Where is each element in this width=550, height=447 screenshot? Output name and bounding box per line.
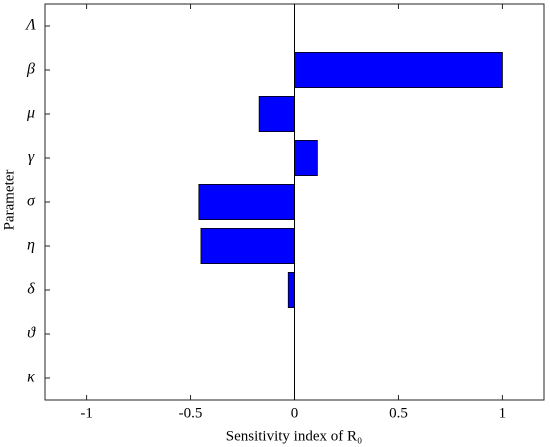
bar <box>198 183 295 220</box>
y-axis-label: Parameter <box>1 170 17 231</box>
y-tick-label: κ <box>27 369 35 386</box>
bar <box>258 96 295 133</box>
y-tick-label: σ <box>27 193 36 210</box>
x-tick-label: -0.5 <box>179 405 203 421</box>
bar <box>294 52 503 89</box>
x-tick-label: -1 <box>80 405 93 421</box>
x-axis-label: Sensitivity index of R₀ <box>226 428 362 444</box>
y-tick-label: η <box>27 237 35 254</box>
x-tick-label: 1 <box>499 405 507 421</box>
y-tick-label: Λ <box>24 17 36 34</box>
y-tick-label: μ <box>26 105 35 122</box>
y-tick-label: δ <box>27 281 35 298</box>
bar <box>287 271 295 308</box>
bar <box>294 139 318 176</box>
y-tick-label: β <box>26 61 35 78</box>
bar <box>200 227 295 264</box>
y-tick-label: γ <box>28 149 35 166</box>
x-tick-label: 0 <box>291 405 299 421</box>
x-tick-label: 0.5 <box>389 405 408 421</box>
y-tick-label: ϑ <box>27 325 36 342</box>
